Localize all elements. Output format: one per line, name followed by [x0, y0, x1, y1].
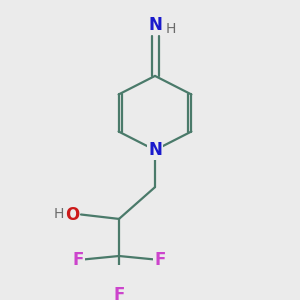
Text: F: F [154, 250, 166, 268]
Text: N: N [148, 16, 162, 34]
Text: N: N [148, 141, 162, 159]
Text: F: F [113, 286, 125, 300]
Text: F: F [72, 250, 84, 268]
Text: O: O [65, 206, 79, 224]
Text: H: H [166, 22, 176, 36]
Text: H: H [54, 207, 64, 220]
